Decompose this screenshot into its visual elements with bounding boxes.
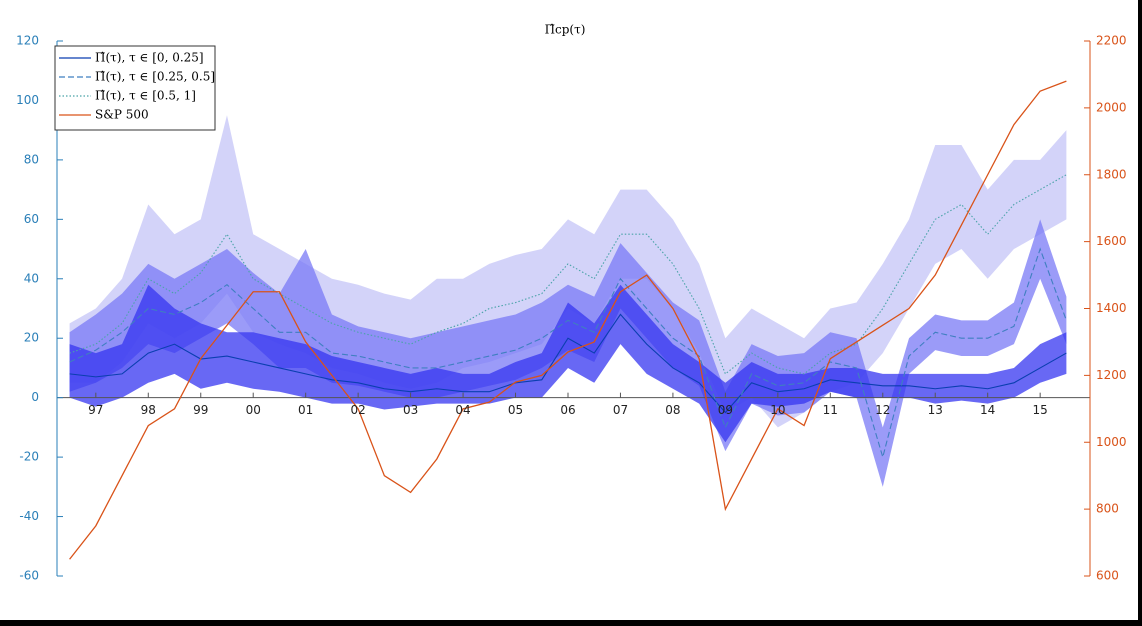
y-tick-label: -20 xyxy=(19,450,39,464)
chart-title: Π̂cp(τ) xyxy=(545,23,586,37)
y-tick-label: 20 xyxy=(24,331,39,345)
x-tick-label: 99 xyxy=(193,403,208,417)
x-tick-label: 08 xyxy=(665,403,680,417)
x-tick-label: 00 xyxy=(246,403,261,417)
y2-tick-label: 600 xyxy=(1096,569,1119,583)
y2-tick-label: 800 xyxy=(1096,502,1119,516)
x-tick-label: 02 xyxy=(350,403,365,417)
x-tick-label: 12 xyxy=(875,403,890,417)
x-tick-label: 04 xyxy=(455,403,470,417)
y2-tick-label: 2000 xyxy=(1096,100,1127,114)
series-line xyxy=(69,247,1067,460)
x-tick-label: 09 xyxy=(718,403,733,417)
frame-edge xyxy=(0,620,1142,626)
y-tick-label: 0 xyxy=(31,390,39,404)
y-tick-label: -40 xyxy=(19,509,39,523)
x-tick-label: 97 xyxy=(88,403,103,417)
x-tick-label: 11 xyxy=(823,403,838,417)
y2-tick-label: 1600 xyxy=(1096,234,1127,248)
x-tick-label: 98 xyxy=(141,403,156,417)
x-tick-label: 14 xyxy=(980,403,995,417)
x-tick-label: 03 xyxy=(403,403,418,417)
x-tick-label: 07 xyxy=(613,403,628,417)
legend-label: S&P 500 xyxy=(95,108,149,122)
series-line xyxy=(69,174,1067,375)
y-tick-label: 120 xyxy=(16,34,39,48)
x-tick-label: 01 xyxy=(298,403,313,417)
y-tick-label: 40 xyxy=(24,271,39,285)
y2-tick-label: 1000 xyxy=(1096,435,1127,449)
legend-label: Π̂(τ), τ ∈ [0, 0.25] xyxy=(95,51,204,65)
y-tick-label: 100 xyxy=(16,93,39,107)
x-tick-label: 06 xyxy=(560,403,575,417)
frame-edge xyxy=(1138,0,1142,626)
y2-tick-label: 1400 xyxy=(1096,301,1127,315)
y2-tick-label: 1200 xyxy=(1096,368,1127,382)
confidence-band xyxy=(69,284,1067,443)
x-tick-label: 05 xyxy=(508,403,523,417)
series-line xyxy=(69,80,1067,560)
legend-label: Π̂(τ), τ ∈ [0.5, 1] xyxy=(95,89,196,103)
y2-tick-label: 2200 xyxy=(1096,34,1127,48)
x-tick-label: 10 xyxy=(770,403,785,417)
series-line xyxy=(69,313,1067,414)
legend-box xyxy=(54,45,216,131)
confidence-band xyxy=(69,219,1067,487)
y2-tick-label: 1800 xyxy=(1096,167,1127,181)
y-tick-label: 60 xyxy=(24,212,39,226)
x-tick-label: 13 xyxy=(928,403,943,417)
legend-label: Π̂(τ), τ ∈ [0.25, 0.5] xyxy=(95,70,215,84)
y-tick-label: 80 xyxy=(24,152,39,166)
y-tick-label: -60 xyxy=(19,569,39,583)
x-tick-label: 15 xyxy=(1033,403,1048,417)
